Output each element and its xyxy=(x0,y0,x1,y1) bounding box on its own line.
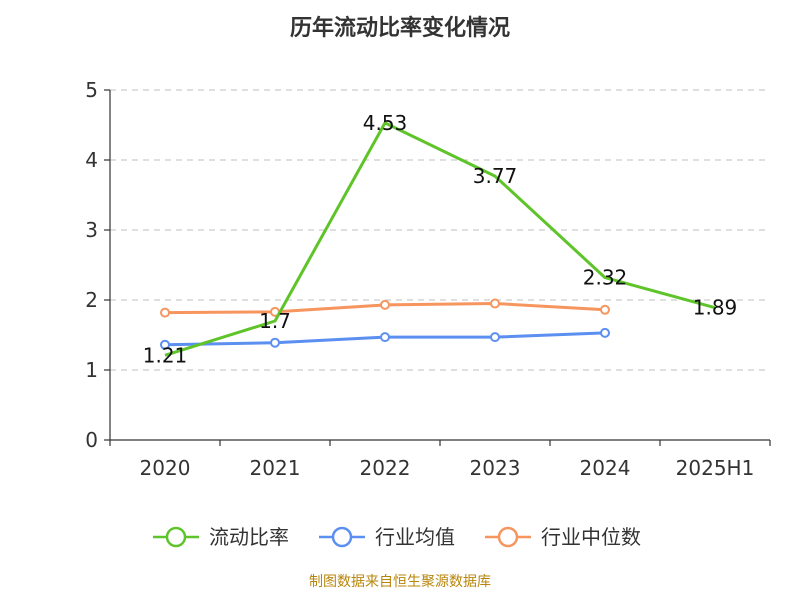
grid xyxy=(110,89,770,371)
x-tick-label: 2022 xyxy=(360,456,411,480)
y-tick-label: 2 xyxy=(85,288,98,312)
data-point xyxy=(380,332,390,343)
data-point xyxy=(270,337,280,348)
data-point xyxy=(490,298,500,309)
y-tick-label: 4 xyxy=(85,148,98,172)
data-labels: 1.21 1.7 4.53 3.77 2.32 1.89 xyxy=(143,111,738,367)
y-tick-label: 5 xyxy=(85,78,98,102)
legend-item[interactable]: 行业均值 xyxy=(319,525,455,549)
data-point xyxy=(490,332,500,343)
data-label: 3.77 xyxy=(473,164,518,188)
legend-marker xyxy=(165,526,187,548)
data-point xyxy=(160,307,170,318)
x-tick-label: 2020 xyxy=(140,456,191,480)
legend-marker xyxy=(331,526,353,548)
series-layer xyxy=(160,121,716,357)
y-tick-label: 1 xyxy=(85,358,98,382)
chart-title: 历年流动比率变化情况 xyxy=(290,15,510,41)
legend-label: 行业均值 xyxy=(375,525,455,549)
axes: 0 1 2 3 4 5 2020 2021 2022 2023 2024 2025H1 xyxy=(85,78,771,480)
legend-label: 行业中位数 xyxy=(541,525,641,549)
y-tick-label: 0 xyxy=(85,428,98,452)
series-line xyxy=(164,121,716,357)
data-label: 1.89 xyxy=(693,296,738,320)
data-label: 1.7 xyxy=(259,309,291,333)
legend-marker xyxy=(497,526,519,548)
legend-item[interactable]: 流动比率 xyxy=(153,525,289,549)
x-tick-label: 2021 xyxy=(250,456,301,480)
legend[interactable]: 流动比率 行业均值 行业中位数 xyxy=(153,525,641,549)
data-label: 1.21 xyxy=(143,343,188,367)
source-note: 制图数据来自恒生聚源数据库 xyxy=(309,574,491,590)
x-tick-label: 2023 xyxy=(470,456,521,480)
data-point xyxy=(600,327,610,338)
data-point xyxy=(600,304,610,315)
x-tick-label: 2025H1 xyxy=(676,456,755,480)
data-point xyxy=(160,339,170,350)
y-tick-label: 3 xyxy=(85,218,98,242)
x-tick-label: 2024 xyxy=(580,456,631,480)
data-label: 4.53 xyxy=(363,111,408,135)
legend-item[interactable]: 行业中位数 xyxy=(485,525,641,549)
legend-label: 流动比率 xyxy=(209,525,289,549)
data-point xyxy=(380,299,390,310)
data-label: 2.32 xyxy=(583,266,628,290)
